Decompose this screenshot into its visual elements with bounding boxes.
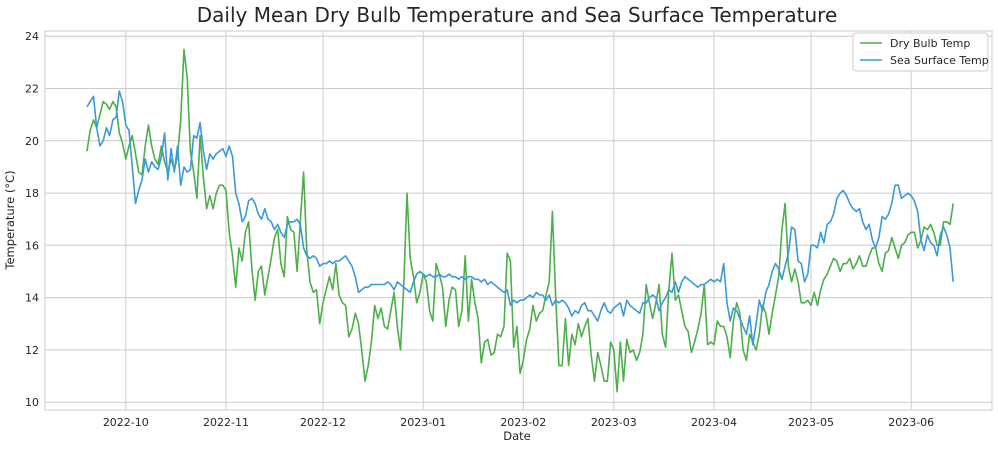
y-tick-label: 14 [25,292,39,305]
legend-box [852,32,989,72]
y-tick-label: 22 [25,83,39,96]
legend-label-sea-surface: Sea Surface Temp [890,54,989,67]
x-tick-label: 2023-02 [500,416,546,429]
x-tick-label: 2023-03 [591,416,637,429]
y-tick-label: 24 [25,30,39,43]
x-tick-label: 2022-11 [203,416,249,429]
y-tick-label: 18 [25,187,39,200]
x-tick-label: 2023-05 [788,416,834,429]
y-tick-label: 12 [25,344,39,357]
y-tick-label: 20 [25,135,39,148]
y-tick-label: 10 [25,396,39,409]
x-axis-label: Date [503,429,531,443]
x-tick-label: 2022-10 [103,416,149,429]
x-tick-label: 2023-01 [400,416,446,429]
y-axis: 10 12 14 16 18 20 22 24 [25,30,39,409]
series-line-0 [86,48,954,393]
legend: Dry Bulb Temp Sea Surface Temp [852,32,989,72]
chart-title: Daily Mean Dry Bulb Temperature and Sea … [197,3,838,27]
legend-label-dry-bulb: Dry Bulb Temp [890,37,970,50]
x-tick-label: 2023-04 [691,416,737,429]
series-lines [86,48,954,393]
plot-area-frame [44,30,993,411]
series-line-1 [86,90,954,346]
x-tick-label: 2022-12 [300,416,346,429]
y-axis-label: Temperature (°C) [3,170,17,270]
y-tick-label: 16 [25,239,39,252]
x-tick-label: 2023-06 [888,416,934,429]
x-axis: 2022-10 2022-11 2022-12 2023-01 2023-02 2023-… [103,416,934,429]
